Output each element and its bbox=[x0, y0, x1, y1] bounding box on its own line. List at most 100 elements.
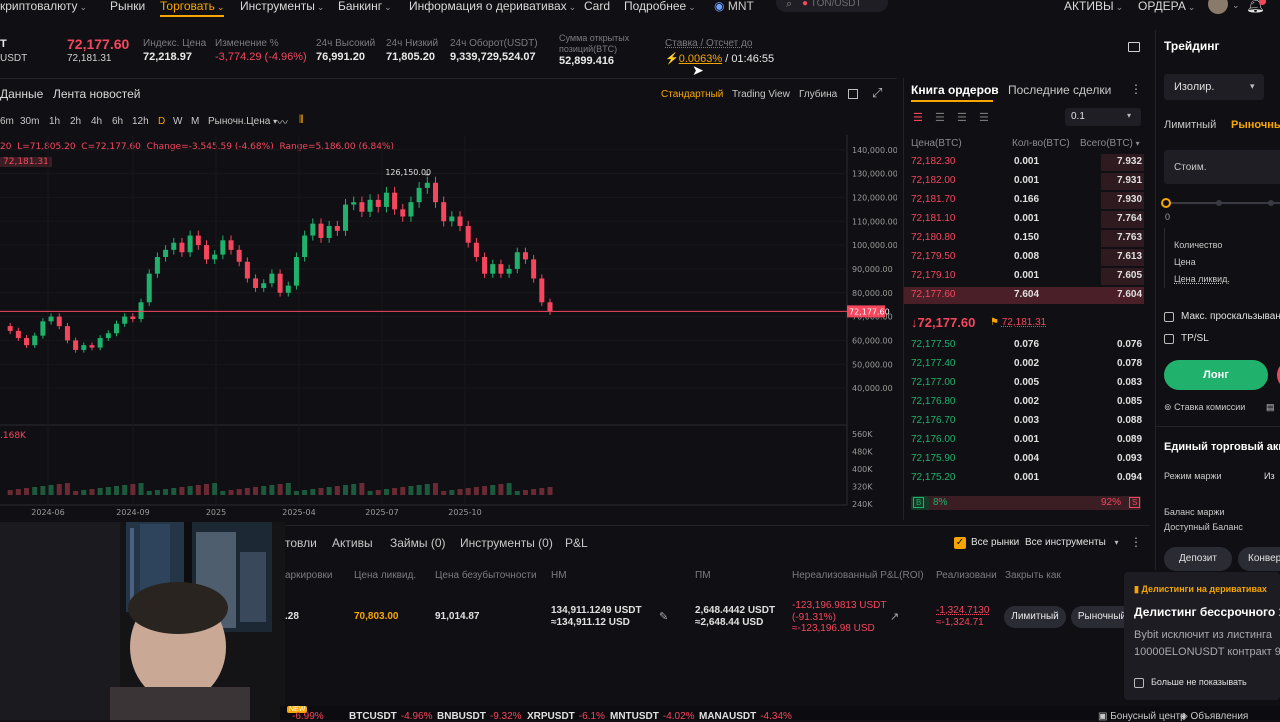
edit-icon[interactable]: ✎ bbox=[659, 611, 669, 623]
max-slippage-checkbox[interactable] bbox=[1164, 312, 1174, 322]
nav-item-more[interactable]: Подробнее ⌄ bbox=[624, 0, 696, 13]
bid-row[interactable]: 72,177.40 0.002 0.078 bbox=[904, 355, 1144, 374]
interval-1[interactable]: 30m bbox=[20, 116, 40, 127]
tab-instruments[interactable]: Инструменты (0) bbox=[460, 536, 553, 550]
ticker-item[interactable]: MANAUSDT -4.34% bbox=[699, 711, 792, 722]
nav-item-mnt[interactable]: ◉ MNT bbox=[714, 0, 754, 13]
ask-row[interactable]: 72,182.30 0.001 7.932 bbox=[904, 153, 1144, 172]
margin-mode-value-2[interactable]: Из bbox=[1264, 471, 1275, 481]
ticker-item[interactable]: -6.99% bbox=[288, 711, 324, 722]
order-type-limit[interactable]: Лимитный bbox=[1164, 119, 1217, 131]
bid-row[interactable]: 72,175.20 0.001 0.094 bbox=[904, 469, 1144, 488]
step-select[interactable]: 0.1 ▾ bbox=[1065, 108, 1141, 126]
tab-orderbook[interactable]: Книга ордеров bbox=[911, 83, 999, 97]
ask-row[interactable]: 72,182.00 0.001 7.931 bbox=[904, 172, 1144, 191]
interval-3[interactable]: 2h bbox=[70, 116, 82, 127]
more-options-icon[interactable]: ⋮ bbox=[1130, 82, 1142, 96]
bonus-center-link[interactable]: ▣ Бонусный центр bbox=[1098, 711, 1186, 722]
ticker-item[interactable]: BNBUSDT -9.32% bbox=[437, 711, 522, 722]
order-type-market[interactable]: Рыночны bbox=[1231, 119, 1280, 131]
nav-item-card[interactable]: Card bbox=[584, 0, 611, 13]
interval-4[interactable]: 4h bbox=[91, 116, 103, 127]
nav-item-trade[interactable]: Торговать ⌄ bbox=[160, 0, 225, 17]
announcements-link[interactable]: ◈ Объявления bbox=[1180, 711, 1249, 722]
interval-7[interactable]: D bbox=[158, 116, 166, 127]
nav-item-tools[interactable]: Инструменты ⌄ bbox=[240, 0, 325, 13]
col-total[interactable]: Всего(BTC) ▾ bbox=[1080, 138, 1140, 149]
ask-row[interactable]: 72,181.70 0.166 7.930 bbox=[904, 191, 1144, 210]
interval-8[interactable]: W bbox=[173, 116, 183, 127]
funding-rate[interactable]: 0.0063% bbox=[678, 53, 723, 65]
tab-loans[interactable]: Займы (0) bbox=[390, 536, 446, 550]
ticker-item[interactable]: XRPUSDT -6.1% bbox=[527, 711, 605, 722]
view-tradingview[interactable]: Trading View bbox=[732, 89, 790, 100]
bid-row[interactable]: 72,177.00 0.005 0.083 bbox=[904, 374, 1144, 393]
nav-item-buy-crypto[interactable]: криптовалюту ⌄ bbox=[0, 0, 87, 13]
ticker-item[interactable]: BTCUSDT -4.96% bbox=[349, 711, 432, 722]
tpsl-checkbox[interactable] bbox=[1164, 334, 1174, 344]
orderbook-buy-icon[interactable]: ☰ bbox=[935, 112, 945, 124]
close-limit-button[interactable]: Лимитный bbox=[1004, 606, 1066, 628]
tab-data[interactable]: Данные bbox=[0, 87, 44, 101]
pair-fragment[interactable]: T bbox=[0, 38, 7, 50]
indicator-icon[interactable]: 〰 bbox=[277, 117, 288, 129]
convert-button[interactable]: Конвер bbox=[1238, 547, 1280, 571]
assets-menu[interactable]: АКТИВЫ ⌄ bbox=[1064, 0, 1124, 13]
margin-mode-select[interactable]: Изолир. ▾ bbox=[1164, 74, 1264, 100]
trading-title: Трейдинг bbox=[1164, 39, 1220, 53]
layout-toggle-icon[interactable] bbox=[1128, 42, 1140, 52]
interval-6[interactable]: 12h bbox=[132, 116, 149, 127]
interval-5[interactable]: 6h bbox=[112, 116, 124, 127]
nav-item-banking[interactable]: Банкинг ⌄ bbox=[338, 0, 392, 13]
orderbook-sell-icon[interactable]: ☰ bbox=[957, 112, 967, 124]
orderbook-both-icon[interactable]: ☰ bbox=[913, 112, 923, 124]
price-chart-svg[interactable]: 140,000.00 130,000.00 120,000.00 110,000.00… bbox=[0, 135, 897, 515]
short-button[interactable] bbox=[1277, 360, 1280, 390]
avatar[interactable] bbox=[1208, 0, 1228, 14]
deposit-button[interactable]: Депозит bbox=[1164, 547, 1232, 571]
leverage-slider-track[interactable] bbox=[1164, 202, 1280, 204]
interval-2[interactable]: 1h bbox=[49, 116, 61, 127]
nav-item-derivatives-info[interactable]: Информация о деривативах ⌄ bbox=[409, 0, 577, 13]
orderbook-grid-icon[interactable]: ☰ bbox=[979, 112, 989, 124]
price-type-select[interactable]: Рыночн.Цена ▾ bbox=[208, 116, 278, 127]
more-options-icon[interactable]: ⋮ bbox=[1130, 535, 1142, 549]
tab-assets[interactable]: Активы bbox=[332, 536, 373, 550]
bid-row[interactable]: 72,176.80 0.002 0.085 bbox=[904, 393, 1144, 412]
interval-9[interactable]: M bbox=[191, 116, 200, 127]
bid-row[interactable]: 72,175.90 0.004 0.093 bbox=[904, 450, 1144, 469]
all-instruments-select[interactable]: Все инструменты ▾ bbox=[1025, 537, 1119, 548]
search-input[interactable]: ⌕ ● TON/USDT bbox=[776, 0, 888, 12]
bid-row[interactable]: 72,177.50 0.076 0.076 bbox=[904, 336, 1144, 355]
tab-positions[interactable]: товли bbox=[285, 536, 317, 550]
fullscreen-icon[interactable]: ⤢ bbox=[872, 85, 883, 100]
share-icon[interactable]: ↗ bbox=[890, 611, 900, 623]
dont-show-checkbox[interactable] bbox=[1134, 678, 1144, 688]
ask-row[interactable]: 72,179.50 0.008 7.613 bbox=[904, 248, 1144, 267]
leverage-slider-handle[interactable] bbox=[1161, 198, 1171, 208]
delisting-notification[interactable]: ▮ Делистинги на деривативах Делистинг бе… bbox=[1124, 572, 1280, 700]
ask-row[interactable]: 72,180.80 0.150 7.763 bbox=[904, 229, 1144, 248]
long-button[interactable]: Лонг bbox=[1164, 360, 1268, 390]
candle-type-icon[interactable]: ⫴ bbox=[299, 114, 304, 126]
nav-item-markets[interactable]: Рынки bbox=[110, 0, 146, 13]
ask-row[interactable]: 72,177.60 7.604 7.604 bbox=[904, 286, 1144, 305]
tab-recent-trades[interactable]: Последние сделки bbox=[1008, 83, 1112, 97]
tab-pnl[interactable]: P&L bbox=[565, 536, 588, 550]
view-depth[interactable]: Глубина bbox=[799, 89, 838, 100]
orders-menu[interactable]: ОРДЕРА ⌄ bbox=[1138, 0, 1196, 13]
all-markets-checkbox[interactable]: ✓ bbox=[954, 537, 966, 549]
cost-input[interactable]: Стоим. bbox=[1164, 150, 1280, 184]
ticker-item[interactable]: MNTUSDT -4.02% bbox=[610, 711, 695, 722]
calculator-icon[interactable]: ▤ bbox=[1266, 402, 1275, 412]
view-standard[interactable]: Стандартный bbox=[661, 89, 724, 100]
interval-0[interactable]: 6m bbox=[0, 116, 14, 127]
screenshot-icon[interactable] bbox=[848, 89, 858, 99]
bid-row[interactable]: 72,176.70 0.003 0.088 bbox=[904, 412, 1144, 431]
ask-row[interactable]: 72,181.10 0.001 7.764 bbox=[904, 210, 1144, 229]
ask-row[interactable]: 72,179.10 0.001 7.605 bbox=[904, 267, 1144, 286]
bid-row[interactable]: 72,176.00 0.001 0.089 bbox=[904, 431, 1144, 450]
close-market-button[interactable]: Рыночный bbox=[1071, 606, 1133, 628]
tab-news[interactable]: Лента новостей bbox=[53, 87, 141, 101]
fee-rate[interactable]: ⊚ Ставка комиссии bbox=[1164, 402, 1246, 412]
